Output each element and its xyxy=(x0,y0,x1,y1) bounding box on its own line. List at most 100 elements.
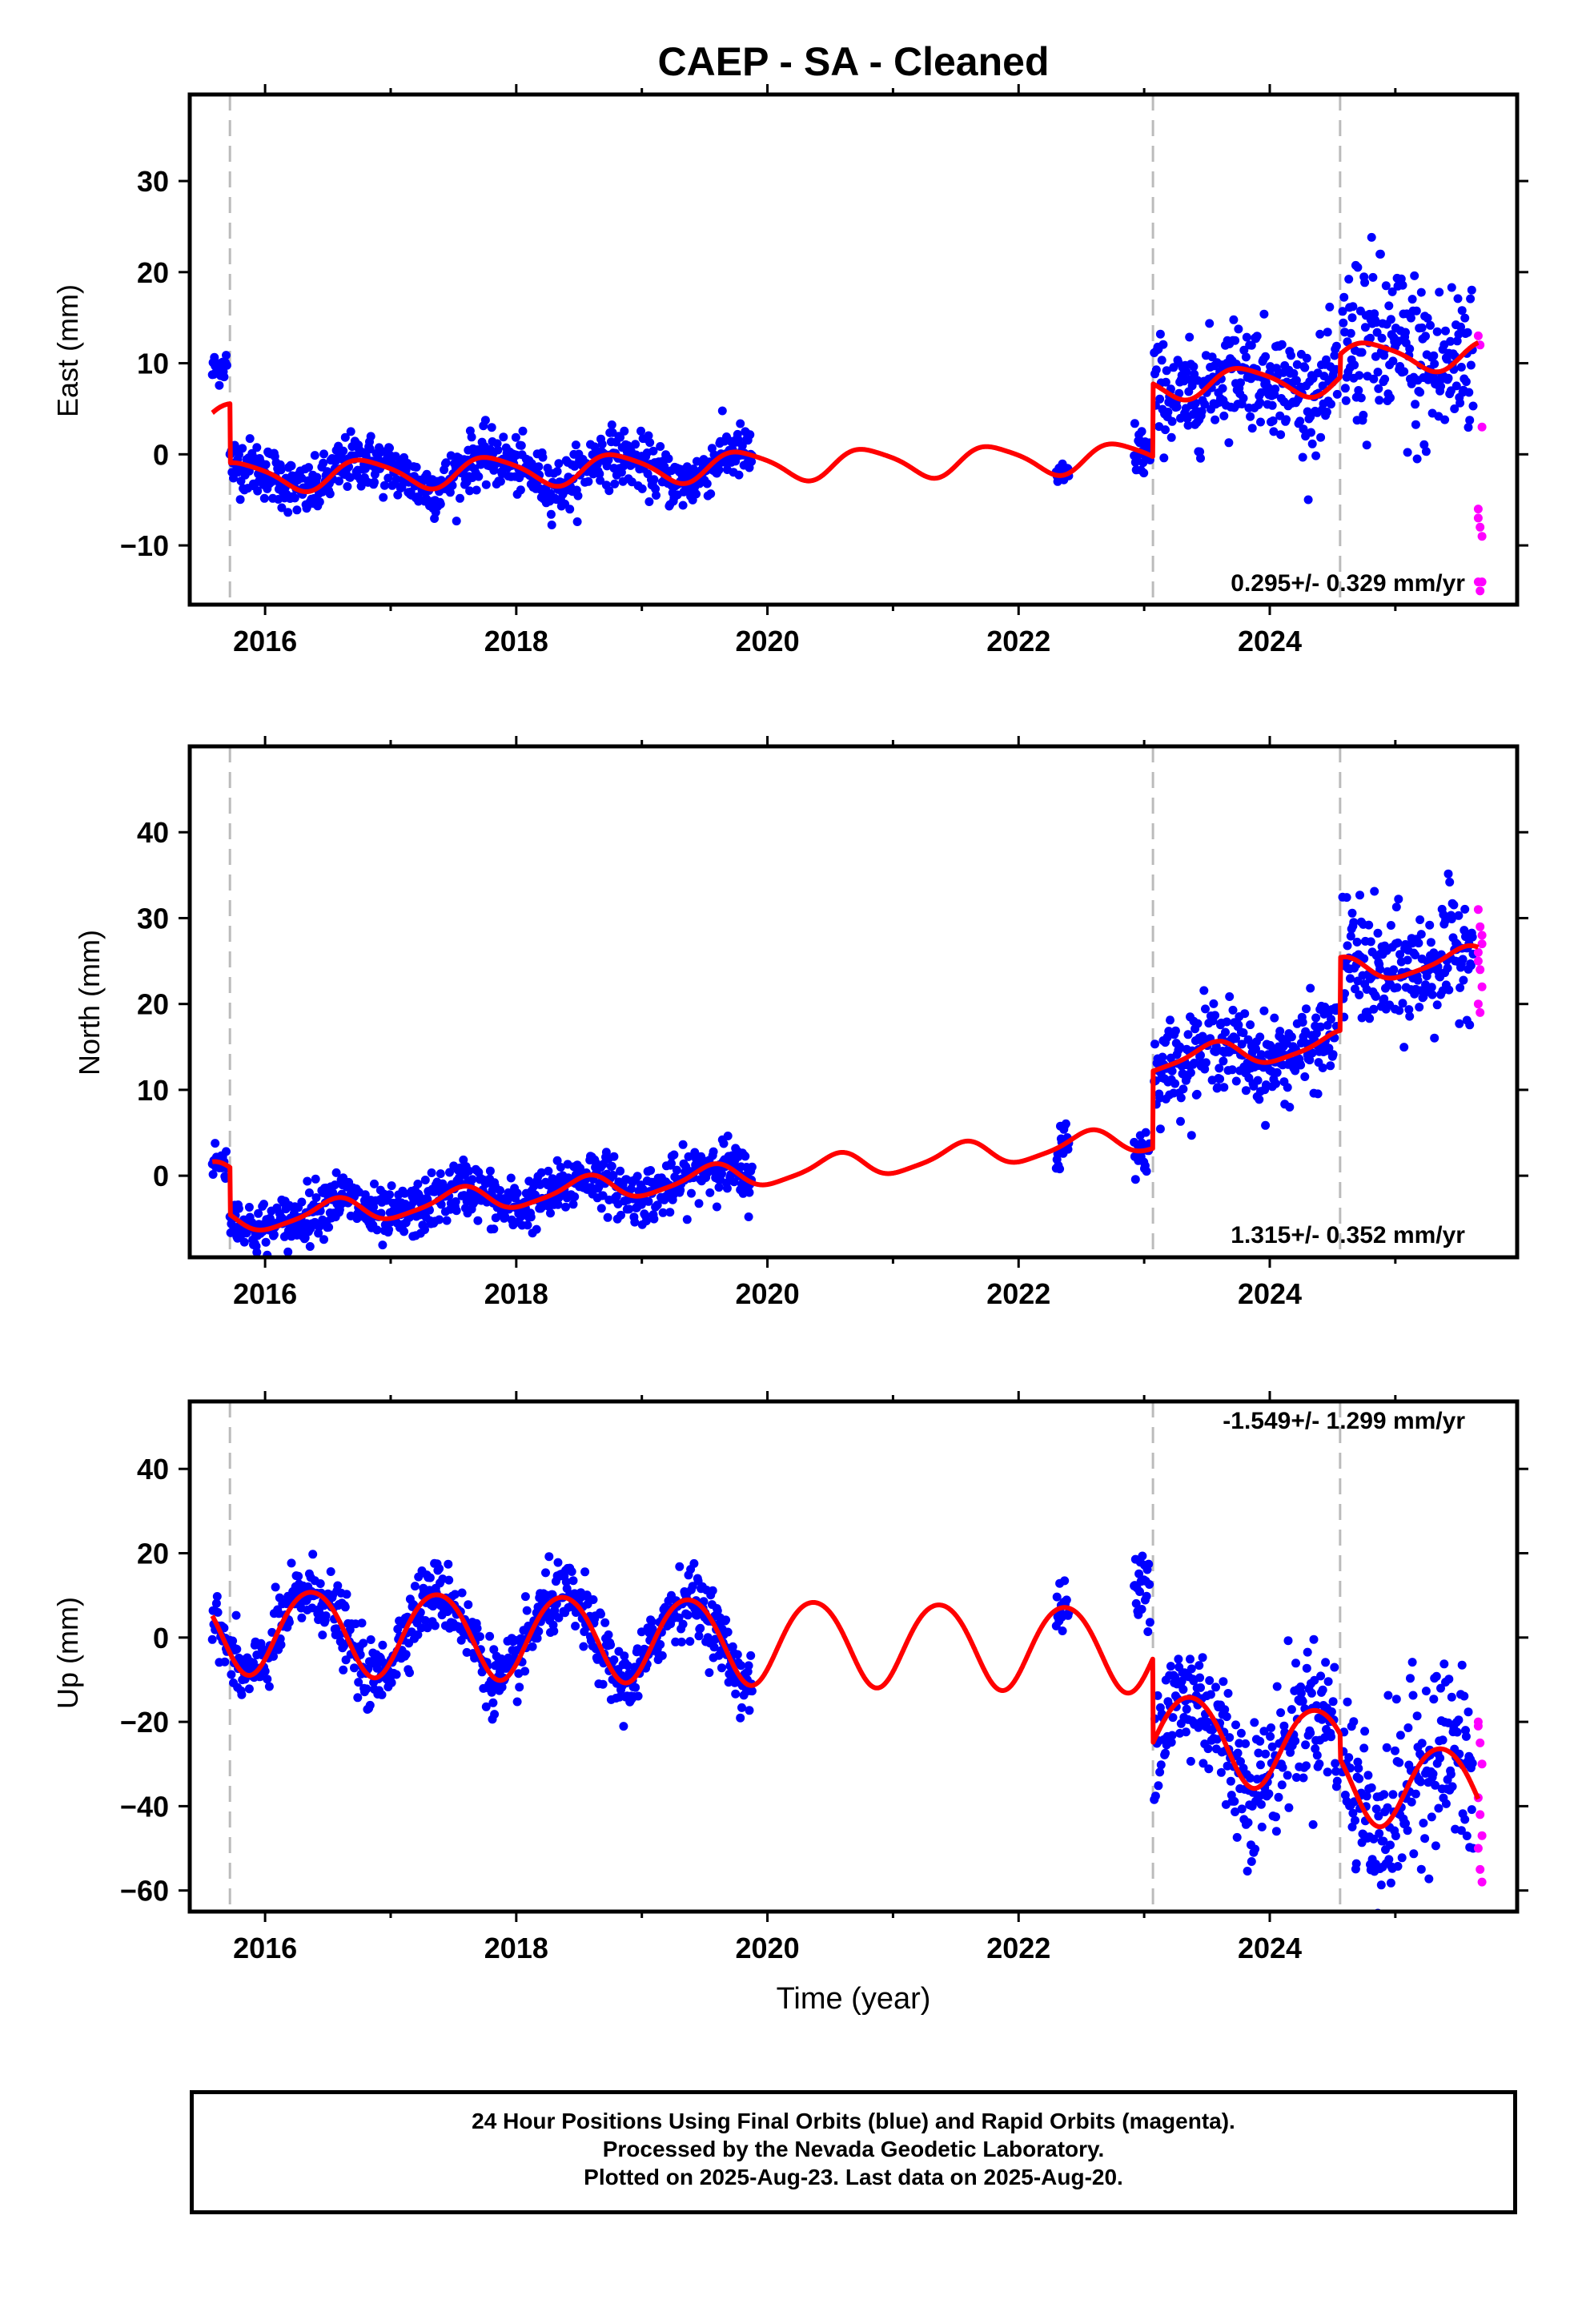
east-point xyxy=(1196,453,1205,463)
up-point xyxy=(326,1567,335,1576)
east-point xyxy=(1399,367,1409,376)
east-point xyxy=(1417,323,1427,332)
north-rapid-point xyxy=(1476,965,1485,975)
east-point xyxy=(610,479,620,489)
east-model-line xyxy=(210,340,1480,494)
north-point xyxy=(1366,937,1375,947)
east-point xyxy=(304,463,313,472)
north-point xyxy=(1444,985,1454,995)
east-point xyxy=(717,406,727,416)
up-point xyxy=(1199,1759,1208,1768)
up-point xyxy=(489,1645,499,1655)
north-point xyxy=(626,1184,636,1193)
east-point xyxy=(343,482,352,491)
up-point xyxy=(1052,1592,1062,1602)
east-point xyxy=(1166,432,1176,442)
north-model-line xyxy=(210,943,1480,1232)
east-point xyxy=(1375,396,1384,405)
east-point xyxy=(474,472,484,481)
north-rate-label: 1.315+/- 0.352 mm/yr xyxy=(1231,1222,1465,1248)
up-point xyxy=(1302,1663,1311,1673)
east-point xyxy=(1130,419,1139,428)
north-frame xyxy=(187,744,1520,1260)
north-point xyxy=(311,1193,321,1202)
up-point xyxy=(1181,1727,1191,1737)
up-point xyxy=(633,1691,643,1701)
up-point xyxy=(294,1571,303,1581)
east-point xyxy=(1386,393,1395,403)
up-point xyxy=(1254,1748,1263,1758)
up-xtick-label: 2018 xyxy=(484,1932,548,1964)
east-point xyxy=(546,509,556,519)
east-point xyxy=(547,521,556,529)
north-point xyxy=(1219,1083,1229,1092)
up-point xyxy=(1395,1731,1405,1740)
east-point xyxy=(1464,423,1473,432)
east-point xyxy=(1332,389,1342,399)
north-point xyxy=(1186,1068,1195,1077)
east-point xyxy=(1423,375,1433,384)
up-point xyxy=(1308,1819,1318,1829)
east-point xyxy=(1446,336,1456,346)
up-point xyxy=(1058,1626,1067,1635)
north-point xyxy=(330,1180,339,1190)
east-point xyxy=(1259,309,1269,319)
east-point xyxy=(1239,393,1248,403)
up-ytick-label: −60 xyxy=(120,1875,169,1908)
east-point xyxy=(436,500,445,509)
up-point xyxy=(207,1634,217,1644)
up-point xyxy=(297,1613,307,1622)
up-point xyxy=(1411,1789,1420,1799)
east-point xyxy=(1339,292,1349,302)
north-point xyxy=(423,1195,432,1204)
north-point xyxy=(500,1212,510,1221)
east-point xyxy=(292,505,302,515)
north-point xyxy=(729,1177,739,1187)
north-point xyxy=(1395,1006,1404,1015)
up-point xyxy=(1135,1587,1144,1596)
up-point xyxy=(596,1610,605,1619)
north-point xyxy=(1445,878,1455,887)
east-point xyxy=(1357,348,1367,357)
up-point xyxy=(1235,1739,1244,1748)
east-point xyxy=(1429,351,1439,360)
up-point xyxy=(1255,1736,1265,1746)
up-point xyxy=(520,1667,530,1676)
up-point xyxy=(744,1661,753,1671)
up-point xyxy=(333,1581,343,1590)
up-point xyxy=(1291,1659,1300,1668)
up-point xyxy=(696,1623,705,1633)
north-point xyxy=(473,1216,483,1225)
up-point xyxy=(387,1678,396,1687)
north-point xyxy=(297,1197,307,1207)
east-point xyxy=(456,493,464,503)
east-point xyxy=(644,431,653,440)
up-point xyxy=(1331,1759,1340,1768)
up-point xyxy=(1195,1673,1205,1683)
north-point xyxy=(1393,938,1403,947)
up-point xyxy=(512,1697,522,1707)
east-point xyxy=(1300,363,1310,372)
up-point xyxy=(522,1606,532,1615)
up-point xyxy=(1343,1697,1352,1707)
up-point xyxy=(561,1577,571,1586)
north-point xyxy=(1255,1095,1264,1104)
up-point xyxy=(481,1702,491,1711)
north-point xyxy=(1241,1086,1251,1096)
up-point xyxy=(357,1618,367,1628)
north-point xyxy=(1413,975,1423,985)
north-point xyxy=(1411,951,1420,959)
up-point xyxy=(377,1690,387,1699)
north-point xyxy=(709,1147,718,1156)
up-point xyxy=(1232,1832,1242,1842)
east-point xyxy=(1426,320,1435,330)
north-xtick-label: 2024 xyxy=(1238,1277,1302,1310)
east-point xyxy=(385,444,394,452)
north-point xyxy=(283,1247,293,1256)
up-point xyxy=(541,1568,550,1578)
north-point xyxy=(632,1172,642,1181)
up-point xyxy=(1354,1763,1363,1773)
east-point xyxy=(534,462,544,472)
up-point xyxy=(731,1689,741,1699)
north-point xyxy=(705,1188,715,1197)
